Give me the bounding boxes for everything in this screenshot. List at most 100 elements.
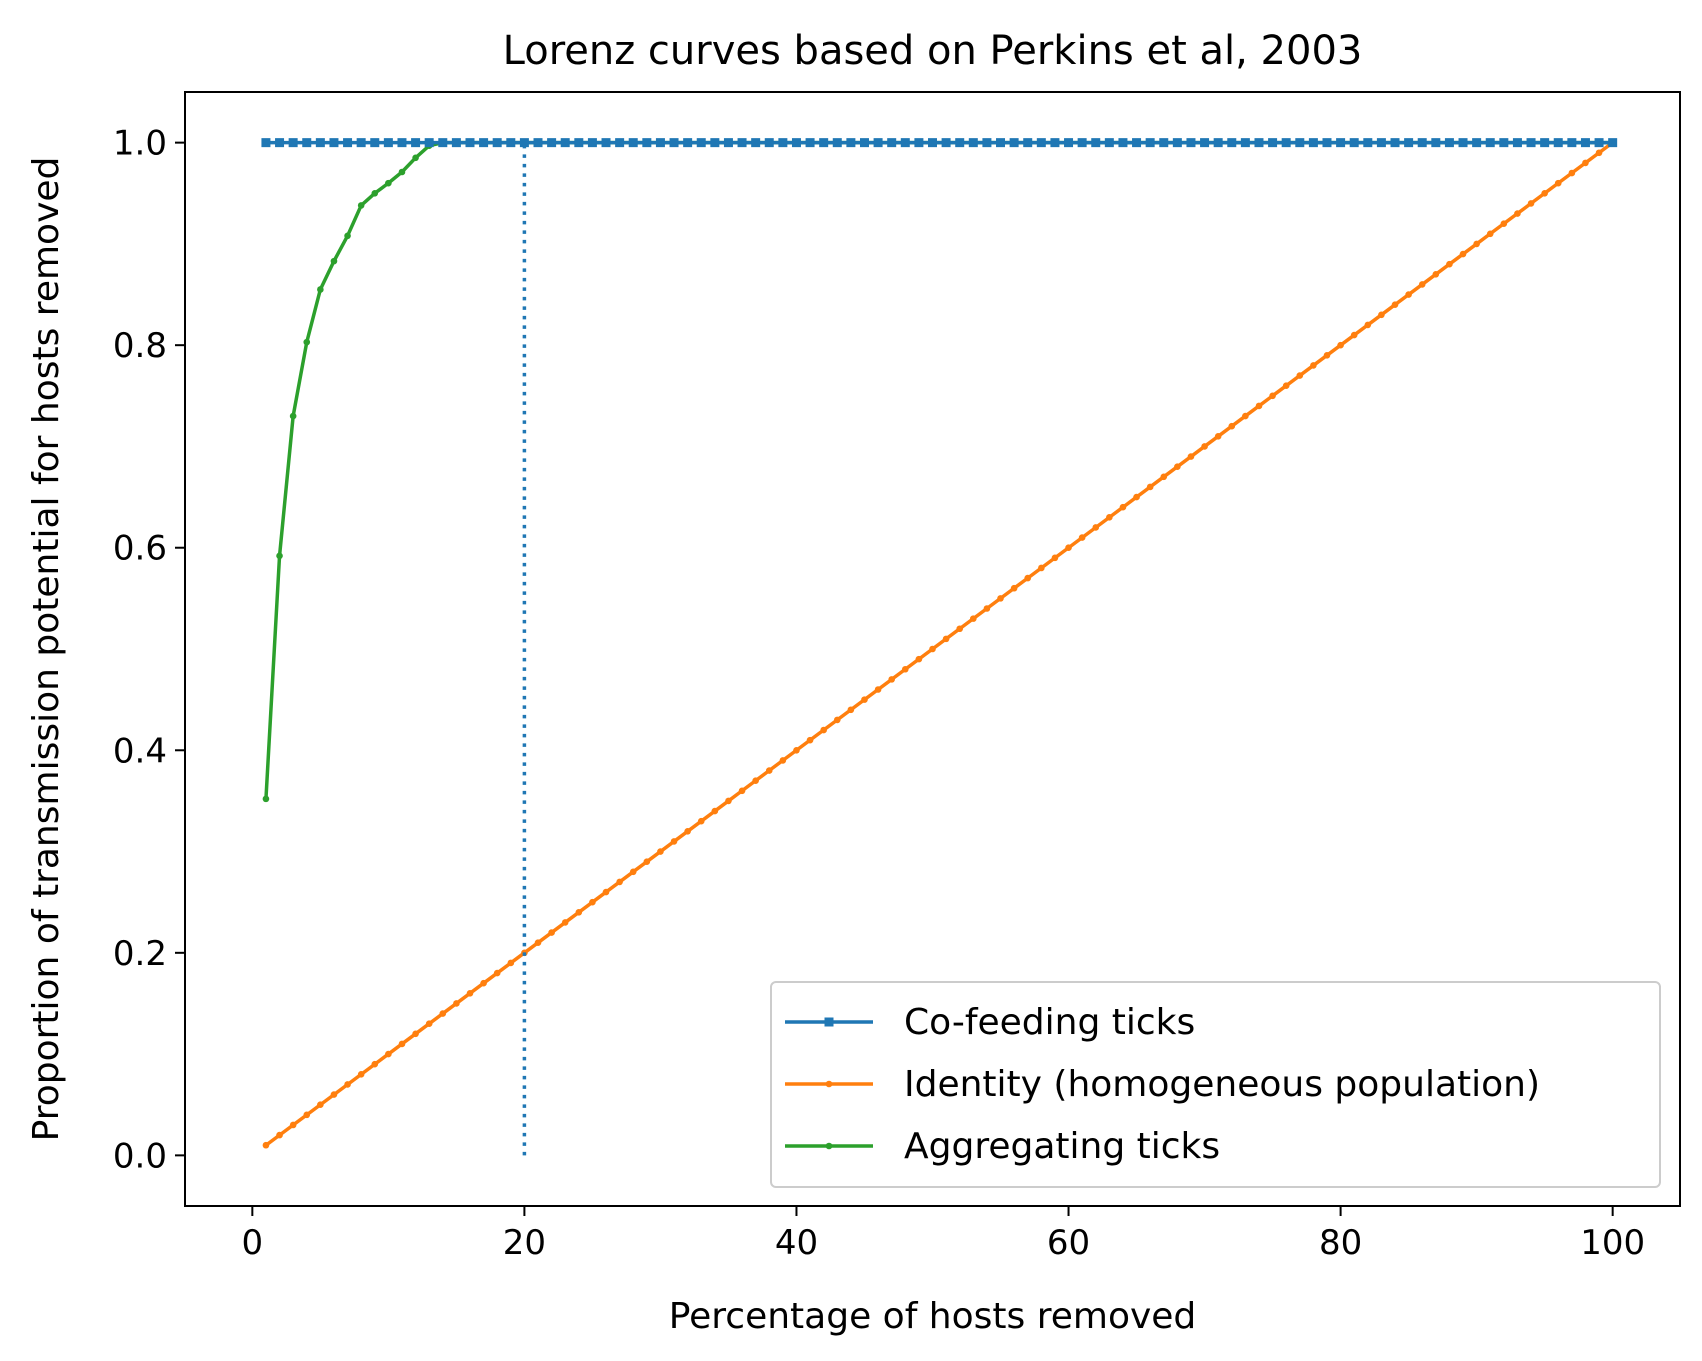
data-point-co-feeding-ticks <box>1240 138 1250 148</box>
data-point-co-feeding-ticks <box>1485 138 1495 148</box>
data-point-aggregating-ticks <box>357 202 365 209</box>
data-point-co-feeding-ticks <box>288 138 298 148</box>
data-point-identity-homogeneous-population <box>561 919 569 926</box>
data-point-identity-homogeneous-population <box>1459 250 1467 258</box>
series-co-feeding-ticks <box>261 138 1618 148</box>
data-point-identity-homogeneous-population <box>1337 341 1344 349</box>
data-point-co-feeding-ticks <box>1390 138 1400 148</box>
data-point-identity-homogeneous-population <box>888 676 895 683</box>
data-point-aggregating-ticks <box>385 179 392 187</box>
data-point-co-feeding-ticks <box>1322 138 1332 148</box>
data-point-identity-homogeneous-population <box>629 868 637 876</box>
data-point-identity-homogeneous-population <box>534 939 542 946</box>
data-point-co-feeding-ticks <box>451 138 461 148</box>
data-point-co-feeding-ticks <box>1064 138 1074 148</box>
data-point-aggregating-ticks <box>303 338 311 346</box>
data-point-co-feeding-ticks <box>982 138 992 148</box>
data-point-identity-homogeneous-population <box>1473 240 1480 248</box>
legend-label: Identity (homogeneous population) <box>904 1064 1540 1105</box>
data-point-co-feeding-ticks <box>383 138 393 148</box>
data-point-co-feeding-ticks <box>533 138 543 148</box>
data-point-co-feeding-ticks <box>1594 138 1604 148</box>
data-point-co-feeding-ticks <box>1104 138 1114 148</box>
data-point-identity-homogeneous-population <box>997 595 1004 602</box>
data-point-aggregating-ticks <box>412 154 419 162</box>
data-point-co-feeding-ticks <box>547 138 557 148</box>
y-axis-label: Proportion of transmission potential for… <box>26 157 67 1142</box>
data-point-identity-homogeneous-population <box>425 1020 433 1028</box>
data-point-co-feeding-ticks <box>1091 138 1101 148</box>
data-point-identity-homogeneous-population <box>317 1101 324 1109</box>
data-point-co-feeding-ticks <box>1281 138 1291 148</box>
legend-box <box>770 981 1661 1188</box>
data-point-co-feeding-ticks <box>900 138 910 148</box>
data-point-co-feeding-ticks <box>1567 138 1577 148</box>
data-point-co-feeding-ticks <box>1172 138 1182 148</box>
data-point-co-feeding-ticks <box>859 138 869 148</box>
data-point-identity-homogeneous-population <box>548 929 555 936</box>
data-point-co-feeding-ticks <box>356 138 366 148</box>
data-point-identity-homogeneous-population <box>820 726 827 734</box>
data-point-identity-homogeneous-population <box>1051 554 1059 562</box>
data-point-co-feeding-ticks <box>1295 138 1305 148</box>
data-point-co-feeding-ticks <box>1499 138 1509 148</box>
data-point-identity-homogeneous-population <box>276 1131 283 1139</box>
data-point-identity-homogeneous-population <box>357 1071 365 1078</box>
data-point-co-feeding-ticks <box>1308 138 1318 148</box>
data-point-identity-homogeneous-population <box>1214 433 1222 440</box>
data-point-identity-homogeneous-population <box>344 1081 351 1088</box>
data-point-identity-homogeneous-population <box>970 615 977 622</box>
data-point-co-feeding-ticks <box>1254 138 1264 148</box>
data-point-identity-homogeneous-population <box>575 909 583 916</box>
data-point-co-feeding-ticks <box>370 138 380 148</box>
data-point-co-feeding-ticks <box>764 138 774 148</box>
data-point-co-feeding-ticks <box>315 138 325 148</box>
data-point-co-feeding-ticks <box>737 138 747 148</box>
data-point-identity-homogeneous-population <box>330 1091 338 1098</box>
data-point-co-feeding-ticks <box>832 138 842 148</box>
data-point-co-feeding-ticks <box>492 138 502 148</box>
data-point-identity-homogeneous-population <box>385 1050 392 1058</box>
data-point-identity-homogeneous-population <box>847 706 855 714</box>
data-point-identity-homogeneous-population <box>1133 493 1140 501</box>
data-point-identity-homogeneous-population <box>1269 392 1276 400</box>
data-point-co-feeding-ticks <box>560 138 570 148</box>
data-point-identity-homogeneous-population <box>684 827 691 835</box>
data-point-identity-homogeneous-population <box>1582 159 1589 167</box>
data-point-identity-homogeneous-population <box>1541 189 1548 197</box>
data-point-co-feeding-ticks <box>1608 138 1618 148</box>
data-point-co-feeding-ticks <box>479 138 489 148</box>
data-point-identity-homogeneous-population <box>752 777 759 784</box>
data-point-identity-homogeneous-population <box>657 848 664 855</box>
data-point-identity-homogeneous-population <box>1106 514 1113 521</box>
data-point-identity-homogeneous-population <box>1554 179 1562 187</box>
data-point-identity-homogeneous-population <box>643 858 651 865</box>
data-point-identity-homogeneous-population <box>738 787 746 795</box>
data-point-identity-homogeneous-population <box>765 767 773 774</box>
data-point-identity-homogeneous-population <box>1527 200 1535 207</box>
legend-marker <box>825 1142 833 1150</box>
data-point-identity-homogeneous-population <box>915 655 923 663</box>
data-point-co-feeding-ticks <box>887 138 897 148</box>
data-point-co-feeding-ticks <box>261 138 271 148</box>
data-point-identity-homogeneous-population <box>589 898 596 906</box>
data-point-co-feeding-ticks <box>1553 138 1563 148</box>
data-point-identity-homogeneous-population <box>1514 210 1521 217</box>
data-point-identity-homogeneous-population <box>929 645 936 653</box>
data-point-identity-homogeneous-population <box>507 959 515 967</box>
data-point-aggregating-ticks <box>262 795 270 803</box>
y-tick-label: 0.2 <box>113 934 167 974</box>
data-point-co-feeding-ticks <box>941 138 951 148</box>
series-identity-homogeneous-population <box>262 139 1616 1149</box>
data-point-identity-homogeneous-population <box>942 635 950 643</box>
data-point-identity-homogeneous-population <box>1010 584 1018 592</box>
data-point-aggregating-ticks <box>398 168 406 176</box>
data-point-co-feeding-ticks <box>1580 138 1590 148</box>
legend-label: Aggregating ticks <box>904 1126 1220 1167</box>
data-point-identity-homogeneous-population <box>793 746 800 754</box>
data-point-co-feeding-ticks <box>343 138 353 148</box>
data-point-identity-homogeneous-population <box>1595 149 1603 157</box>
data-point-identity-homogeneous-population <box>1296 372 1304 379</box>
data-point-co-feeding-ticks <box>1159 138 1169 148</box>
data-point-co-feeding-ticks <box>669 138 679 148</box>
